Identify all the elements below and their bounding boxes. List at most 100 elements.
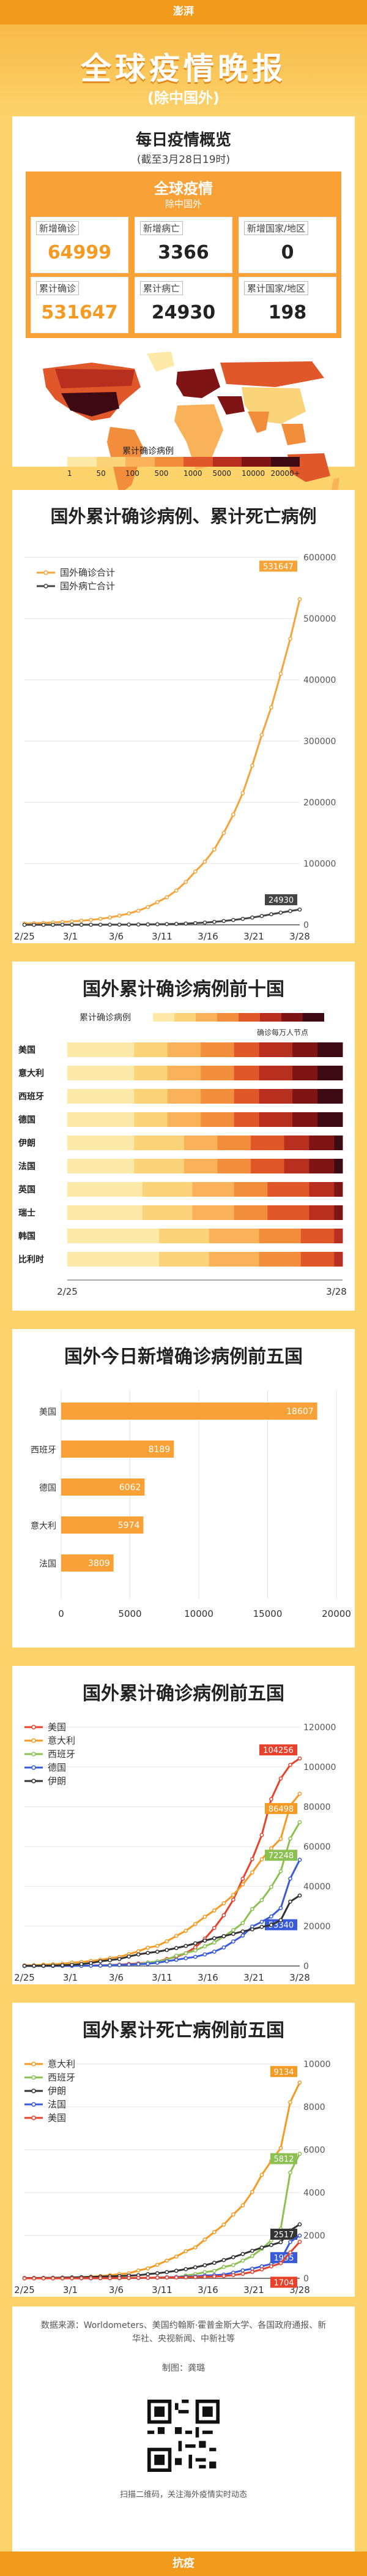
- y-tick-label: 10000: [303, 2060, 331, 2069]
- heatmap-cell: [217, 1135, 226, 1150]
- heatmap-cell: [159, 1066, 168, 1080]
- data-point: [278, 1776, 283, 1781]
- heatmap-cell: [201, 1042, 210, 1057]
- chart5-svg: 0 2000 4000 6000 8000 10000 2/25 3/1 3/6 3/11 3/16…: [14, 2058, 331, 2295]
- data-point: [240, 2268, 245, 2273]
- heatmap-cell: [259, 1066, 268, 1080]
- heatmap-cell: [167, 1252, 176, 1267]
- author-credit: 制图：龚璐: [162, 2363, 205, 2373]
- heatmap-cell: [217, 1229, 226, 1243]
- data-point: [278, 1869, 283, 1874]
- stat-label: 累计国家/地区: [244, 281, 309, 295]
- heatmap-row-label: 韩国: [18, 1231, 35, 1241]
- data-point: [259, 1898, 264, 1902]
- heatmap-cell: [176, 1159, 185, 1173]
- heatmap-cell: [309, 1229, 318, 1243]
- heatmap-cell: [267, 1066, 276, 1080]
- data-point: [297, 2152, 302, 2156]
- data-point: [108, 922, 113, 927]
- heatmap-cell: [176, 1229, 185, 1243]
- y-tick-label: 0: [303, 2274, 309, 2284]
- heatmap-cell: [259, 1229, 268, 1243]
- data-point: [288, 2240, 292, 2244]
- legend-label: 意大利: [48, 1735, 75, 1746]
- heatmap-cell: [184, 1112, 193, 1127]
- heatmap-cell: [67, 1112, 76, 1127]
- heatmap-cell: [192, 1066, 201, 1080]
- end-label: 9134: [273, 2068, 294, 2077]
- heatmap-cell: [159, 1182, 168, 1197]
- x-tick-label: 2/25: [57, 1286, 78, 1297]
- heatmap-cell: [234, 1135, 243, 1150]
- heatmap-cell: [325, 1135, 335, 1150]
- data-point: [269, 705, 273, 710]
- end-label-bg: [270, 2066, 297, 2077]
- data-point: [117, 913, 122, 918]
- data-point: [165, 1948, 169, 1953]
- heatmap-cell: [209, 1135, 218, 1150]
- heatmap-cell: [251, 1112, 260, 1127]
- heatmap-cell: [109, 1159, 118, 1173]
- heatmap-cell: [201, 1112, 210, 1127]
- data-point: [184, 2267, 188, 2272]
- heatmap-cell: [259, 1159, 268, 1173]
- data-point: [174, 922, 179, 926]
- heatmap-cell: [134, 1229, 143, 1243]
- data-point: [155, 922, 160, 927]
- heatmap-cell: [309, 1042, 318, 1057]
- data-point: [174, 2254, 179, 2259]
- stat-label: 累计确诊: [36, 281, 80, 295]
- stat-label: 累计病亡: [140, 281, 184, 295]
- heatmap-cell: [176, 1066, 185, 1080]
- heatmap-cell: [309, 1182, 318, 1197]
- qr-code[interactable]: [144, 2396, 223, 2476]
- heatmap-cell: [234, 1089, 243, 1104]
- heatmap-legend-swatch: [217, 1013, 239, 1022]
- heatmap-cell: [84, 1252, 93, 1267]
- heatmap-cell: [184, 1089, 193, 1104]
- heatmap-cell: [75, 1182, 84, 1197]
- data-point: [146, 2272, 150, 2277]
- data-point: [231, 1939, 235, 1944]
- heatmap-cell: [209, 1182, 218, 1197]
- heatmap-cell: [117, 1042, 126, 1057]
- heatmap-cell: [109, 1089, 118, 1104]
- end-label: 5812: [273, 2155, 294, 2164]
- heatmap-cell: [167, 1042, 176, 1057]
- heatmap-cell: [259, 1042, 268, 1057]
- scale-swatch: [154, 457, 184, 467]
- stat-total-confirmed: 累计确诊 531647: [31, 277, 128, 333]
- data-point: [79, 918, 84, 923]
- stats-box-subtitle: 除中国外: [165, 198, 202, 209]
- heatmap-cell: [251, 1229, 260, 1243]
- data-point: [136, 1962, 141, 1967]
- heatmap-cell: [234, 1066, 243, 1080]
- end-label-bg: [265, 894, 297, 906]
- series-line: [24, 1757, 300, 1967]
- heatmap-cell: [209, 1112, 218, 1127]
- heatmap-cell: [334, 1066, 343, 1080]
- heatmap-cell: [159, 1135, 168, 1150]
- data-point: [108, 1963, 113, 1968]
- heatmap-cell: [267, 1205, 276, 1220]
- heatmap-cell: [75, 1135, 84, 1150]
- heatmap-cell: [209, 1229, 218, 1243]
- heatmap-row-label: 美国: [18, 1045, 35, 1055]
- heatmap-cell: [309, 1135, 318, 1150]
- end-label-bg: [265, 1802, 297, 1814]
- data-point: [89, 917, 93, 922]
- heatmap-cell: [176, 1252, 185, 1267]
- data-point: [165, 895, 169, 900]
- heatmap-cell: [192, 1089, 201, 1104]
- heatmap-cell: [134, 1159, 143, 1173]
- heatmap-cell: [134, 1205, 143, 1220]
- x-tick-label: 15000: [253, 1608, 283, 1619]
- world-map: [43, 352, 339, 494]
- heatmap-cell: [125, 1066, 135, 1080]
- heatmap-cell: [84, 1159, 93, 1173]
- heatmap-cell: [267, 1135, 276, 1150]
- heatmap-cell: [134, 1089, 143, 1104]
- data-point: [231, 1892, 235, 1897]
- heatmap-cell: [201, 1135, 210, 1150]
- heatmap-cell: [159, 1252, 168, 1267]
